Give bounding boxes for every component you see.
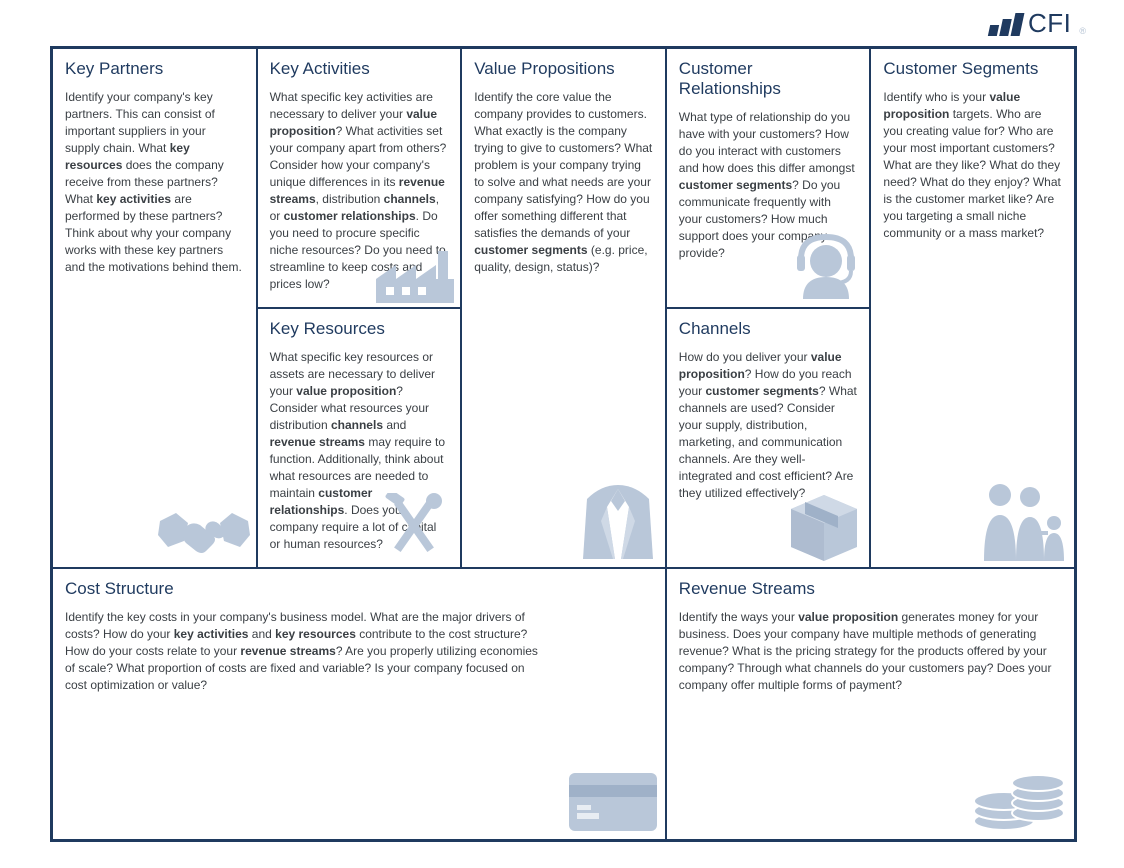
title-channels: Channels [679, 319, 858, 339]
coins-icon [970, 765, 1068, 835]
cell-channels: Channels How do you deliver your value p… [666, 308, 871, 568]
title-cost-structure: Cost Structure [65, 579, 653, 599]
cell-key-activities: Key Activities What specific key activit… [257, 48, 462, 308]
body-key-activities: What specific key activities are necessa… [270, 89, 449, 293]
card-icon [567, 769, 659, 835]
cell-key-partners: Key Partners Identify your company's key… [52, 48, 257, 568]
cell-value-propositions: Value Propositions Identify the core val… [461, 48, 666, 568]
title-key-resources: Key Resources [270, 319, 449, 339]
cell-cost-structure: Cost Structure Identify the key costs in… [52, 568, 666, 840]
body-key-resources: What specific key resources or assets ar… [270, 349, 449, 553]
title-key-activities: Key Activities [270, 59, 449, 79]
body-revenue-streams: Identify the ways your value proposition… [679, 609, 1062, 694]
cell-revenue-streams: Revenue Streams Identify the ways your v… [666, 568, 1075, 840]
title-value-propositions: Value Propositions [474, 59, 653, 79]
suit-icon [577, 481, 659, 563]
logo-bars-icon [989, 13, 1022, 36]
body-value-propositions: Identify the core value the company prov… [474, 89, 653, 276]
body-key-partners: Identify your company's key partners. Th… [65, 89, 244, 276]
title-customer-relationships: Customer Relationships [679, 59, 858, 99]
trademark-icon: ® [1079, 26, 1086, 36]
body-customer-relationships: What type of relationship do you have wi… [679, 109, 858, 262]
title-key-partners: Key Partners [65, 59, 244, 79]
body-cost-structure: Identify the key costs in your company's… [65, 609, 545, 694]
body-channels: How do you deliver your value propositio… [679, 349, 858, 502]
cell-customer-relationships: Customer Relationships What type of rela… [666, 48, 871, 308]
cell-key-resources: Key Resources What specific key resource… [257, 308, 462, 568]
family-icon [976, 481, 1068, 563]
title-revenue-streams: Revenue Streams [679, 579, 1062, 599]
title-customer-segments: Customer Segments [883, 59, 1062, 79]
brand-logo: CFI ® [989, 10, 1086, 36]
handshake-icon [158, 501, 250, 563]
brand-name: CFI [1028, 10, 1071, 36]
cell-customer-segments: Customer Segments Identify who is your v… [870, 48, 1075, 568]
business-model-canvas: Key Partners Identify your company's key… [50, 46, 1077, 842]
body-customer-segments: Identify who is your value proposition t… [883, 89, 1062, 242]
